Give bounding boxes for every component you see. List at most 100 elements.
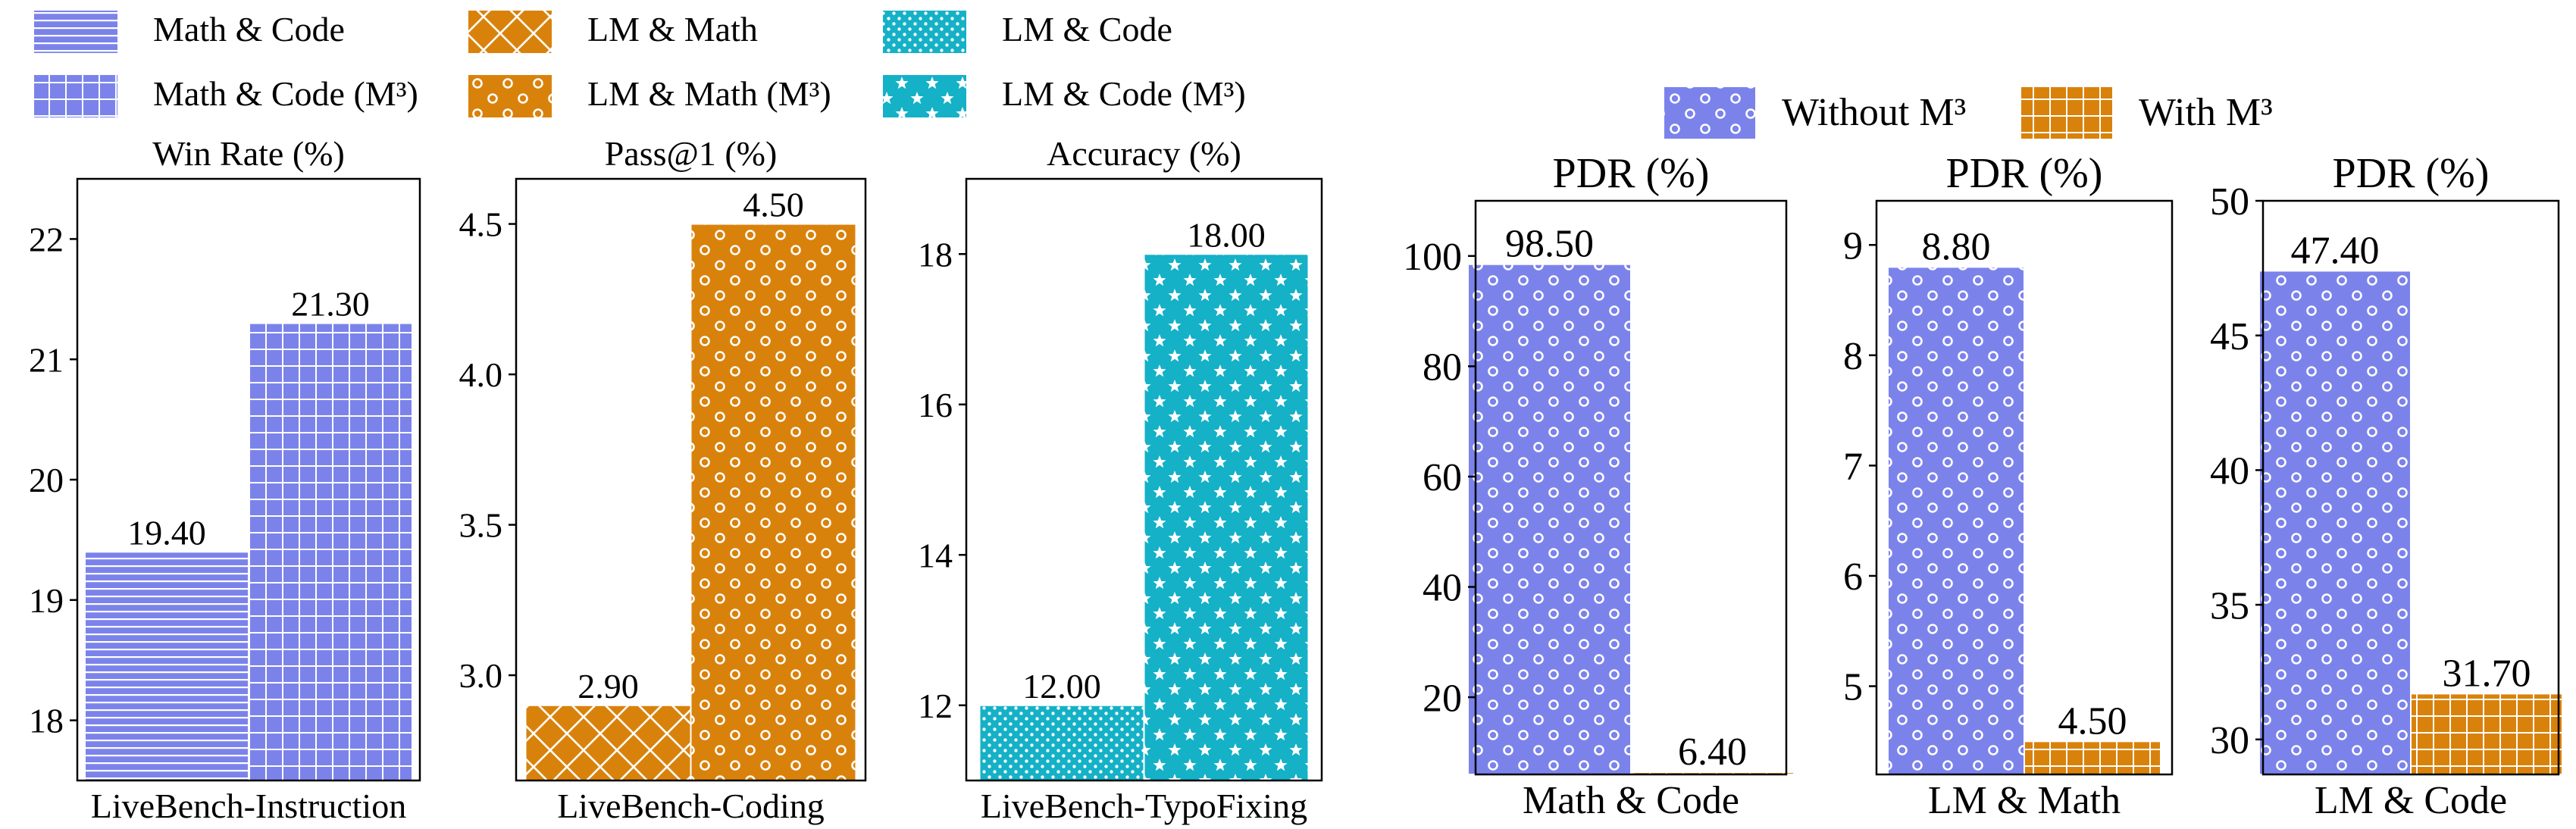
legend-label: LM & Math (M³) [587,74,831,113]
data-label: 4.50 [2058,699,2127,743]
legend-swatch [883,75,966,117]
chart-panel: 12.00 18.00 12 14 16 18 Accuracy (%) LiveBench-… [918,134,1323,825]
y-tick-label: 60 [1423,456,1462,499]
y-tick-label: 20 [29,461,64,499]
chart-panel: 19.40 21.30 18 19 20 21 22 Win Rate (%) LiveBenc… [29,134,421,825]
data-label: 31.70 [2443,652,2531,695]
legend-swatch [34,11,117,53]
y-tick-label: 5 [1843,666,1863,709]
bar [978,704,1145,781]
data-label: 18.00 [1187,215,1266,254]
bar [1467,263,1632,775]
legend-label: LM & Math [587,10,758,48]
y-tick-label: 9 [1843,224,1863,267]
legend-label: LM & Code (M³) [1002,74,1246,113]
chart-title: Accuracy (%) [1047,134,1241,173]
legend-left-entry: LM & Code (M³) [883,74,1246,117]
y-tick-label: 40 [2210,450,2249,493]
x-axis-label: LM & Code [2315,779,2507,822]
bar [2258,270,2412,775]
axes-frame [965,177,1323,782]
y-tick-label: 6 [1843,555,1863,599]
y-tick-label: 80 [1423,346,1462,389]
data-label: 98.50 [1505,223,1594,266]
y-tick-label: 14 [918,536,953,574]
y-tick-label: 16 [918,386,953,424]
x-axis-label: Math & Code [1523,779,1739,822]
y-tick-label: 50 [2210,180,2249,224]
bar [1143,253,1310,781]
chart-title: PDR (%) [1946,150,2103,197]
data-label: 2.90 [577,667,639,705]
y-tick-label: 8 [1843,335,1863,378]
axes-frame [1474,199,1788,776]
data-label: 21.30 [291,285,370,324]
y-tick-label: 19 [29,581,64,620]
y-tick-label: 40 [1423,567,1462,610]
legend-swatch [468,75,552,117]
legend-left-entry: Math & Code (M³) [34,74,418,117]
data-label: 4.50 [743,186,804,224]
data-label: 6.40 [1678,730,1747,774]
legend-right: Without M³ With M³ [1664,87,2273,139]
legend-swatch [34,75,117,117]
legend-label: Without M³ [1782,91,1966,134]
legend-right-entry: With M³ [2021,87,2273,139]
legend-left-entry: LM & Math (M³) [468,74,831,117]
y-tick-label: 35 [2210,584,2249,627]
bar [2024,740,2161,776]
legend-label: LM & Code [1002,10,1172,48]
legend-swatch [883,11,966,53]
data-label: 8.80 [1922,225,1991,268]
y-tick-label: 45 [2210,315,2249,358]
x-axis-label: LM & Math [1928,779,2121,822]
legend-swatch [468,11,552,53]
y-tick-label: 30 [2210,719,2249,762]
axes-frame [515,177,867,782]
data-label: 19.40 [127,513,206,552]
legend-left: Math & Code LM & Math LM & Code Math & Code… [34,10,1246,117]
bar [524,704,692,781]
chart-panel: 8.80 4.50 5 6 7 8 9 PDR (%) LM & Math [1843,150,2174,822]
legend-left-entry: LM & Code [883,10,1172,53]
axes-frame [1875,199,2174,776]
x-axis-label: LiveBench-Instruction [91,787,406,825]
bar [248,322,413,781]
x-axis-label: LiveBench-TypoFixing [981,787,1307,825]
legend-swatch [1664,87,1755,139]
chart-panel: 98.50 6.40 20 40 60 80 100 PDR (%) Math & Code [1403,150,1795,822]
bar [2410,693,2563,776]
legend-left-entry: LM & Math [468,10,758,53]
y-tick-label: 12 [918,687,953,725]
chart-panels: 19.40 21.30 18 19 20 21 22 Win Rate (%) LiveBenc… [29,134,2563,825]
bar [690,223,857,781]
legend-label: With M³ [2139,91,2273,134]
bar [84,551,249,782]
chart-title: Pass@1 (%) [605,134,778,173]
y-tick-label: 18 [918,235,953,274]
legend-label: Math & Code (M³) [153,74,418,113]
data-label: 47.40 [2291,229,2380,272]
legend-swatch [2021,87,2112,139]
chart-title: PDR (%) [1553,150,1710,197]
chart-panel: 2.90 4.50 3.0 3.5 4.0 4.5 Pass@1 (%) LiveBench-… [459,134,867,825]
chart-title: PDR (%) [2333,150,2490,197]
y-tick-label: 18 [29,702,64,740]
legend-right-entry: Without M³ [1664,87,1966,139]
x-axis-label: LiveBench-Coding [557,787,825,825]
axes-frame [2261,199,2560,776]
y-tick-label: 21 [29,340,64,379]
y-tick-label: 4.5 [459,205,503,244]
y-tick-label: 3.0 [459,656,503,695]
chart-panel: 47.40 31.70 30 35 40 45 50 PDR (%) LM & Code [2210,150,2563,822]
y-tick-label: 4.0 [459,355,503,394]
y-tick-label: 100 [1403,236,1462,279]
legend-left-entry: Math & Code [34,10,345,53]
y-tick-label: 7 [1843,446,1863,489]
y-tick-label: 20 [1423,677,1462,720]
bar [1887,266,2025,776]
y-tick-label: 3.5 [459,506,503,545]
y-tick-label: 22 [29,221,64,259]
chart-title: Win Rate (%) [152,134,345,173]
